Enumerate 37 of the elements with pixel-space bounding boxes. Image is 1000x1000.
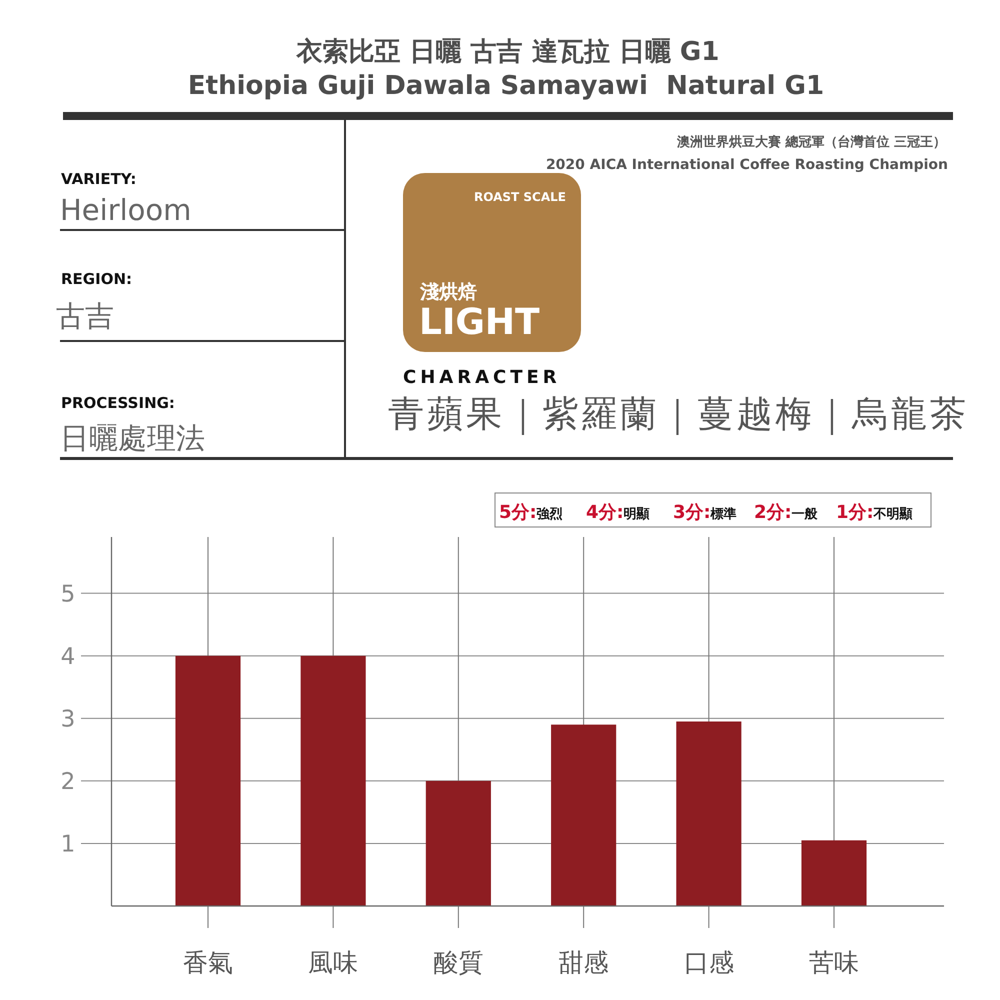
y-tick-label: 2 xyxy=(60,768,76,795)
text: 5分:強烈 xyxy=(499,502,563,523)
bar xyxy=(300,656,366,906)
y-tick-label: 4 xyxy=(60,644,76,670)
x-tick-label: 風味 xyxy=(308,948,358,977)
y-tick-label: 5 xyxy=(60,581,76,608)
text: 古吉 xyxy=(56,299,114,333)
text: CHARACTER xyxy=(403,367,561,388)
text: 淺烘焙 xyxy=(419,281,477,303)
text: 日曬處理法 xyxy=(60,421,205,455)
x-tick-label: 香氣 xyxy=(183,948,233,977)
bar xyxy=(676,722,742,906)
chart-title: 衣索比亞 日曬 古吉 達瓦拉 日曬 G1 xyxy=(296,37,720,67)
text: LIGHT xyxy=(419,302,540,343)
x-tick-label: 口感 xyxy=(684,948,734,977)
x-tick-label: 苦味 xyxy=(809,948,859,977)
bar xyxy=(175,656,241,906)
x-tick-label: 酸質 xyxy=(433,948,484,977)
x-tick-label: 甜感 xyxy=(558,948,609,977)
y-tick-label: 3 xyxy=(60,706,76,732)
text: 2020 AICA International Coffee Roasting Champion xyxy=(546,157,948,173)
text: 青蘋果｜紫羅蘭｜蔓越梅｜烏龍茶 xyxy=(388,394,966,435)
bar xyxy=(551,724,616,906)
bar xyxy=(801,840,867,906)
chart-subtitle: Ethiopia Guji Dawala Samayawi Natural G1 xyxy=(188,71,824,101)
bar xyxy=(426,780,491,906)
text: Heirloom xyxy=(60,193,192,227)
text: PROCESSING: xyxy=(61,394,175,412)
y-tick-label: 1 xyxy=(60,832,76,858)
text: 1分:不明顯 xyxy=(836,502,913,523)
text: VARIETY: xyxy=(61,170,136,188)
text: REGION: xyxy=(61,270,132,288)
text: 2分:一般 xyxy=(754,502,819,523)
text: 3分:標準 xyxy=(673,502,737,523)
text: 澳洲世界烘豆大賽 總冠軍（台灣首位 三冠王） xyxy=(676,134,946,150)
text: ROAST SCALE xyxy=(474,190,566,204)
text: 4分:明顯 xyxy=(586,502,650,523)
